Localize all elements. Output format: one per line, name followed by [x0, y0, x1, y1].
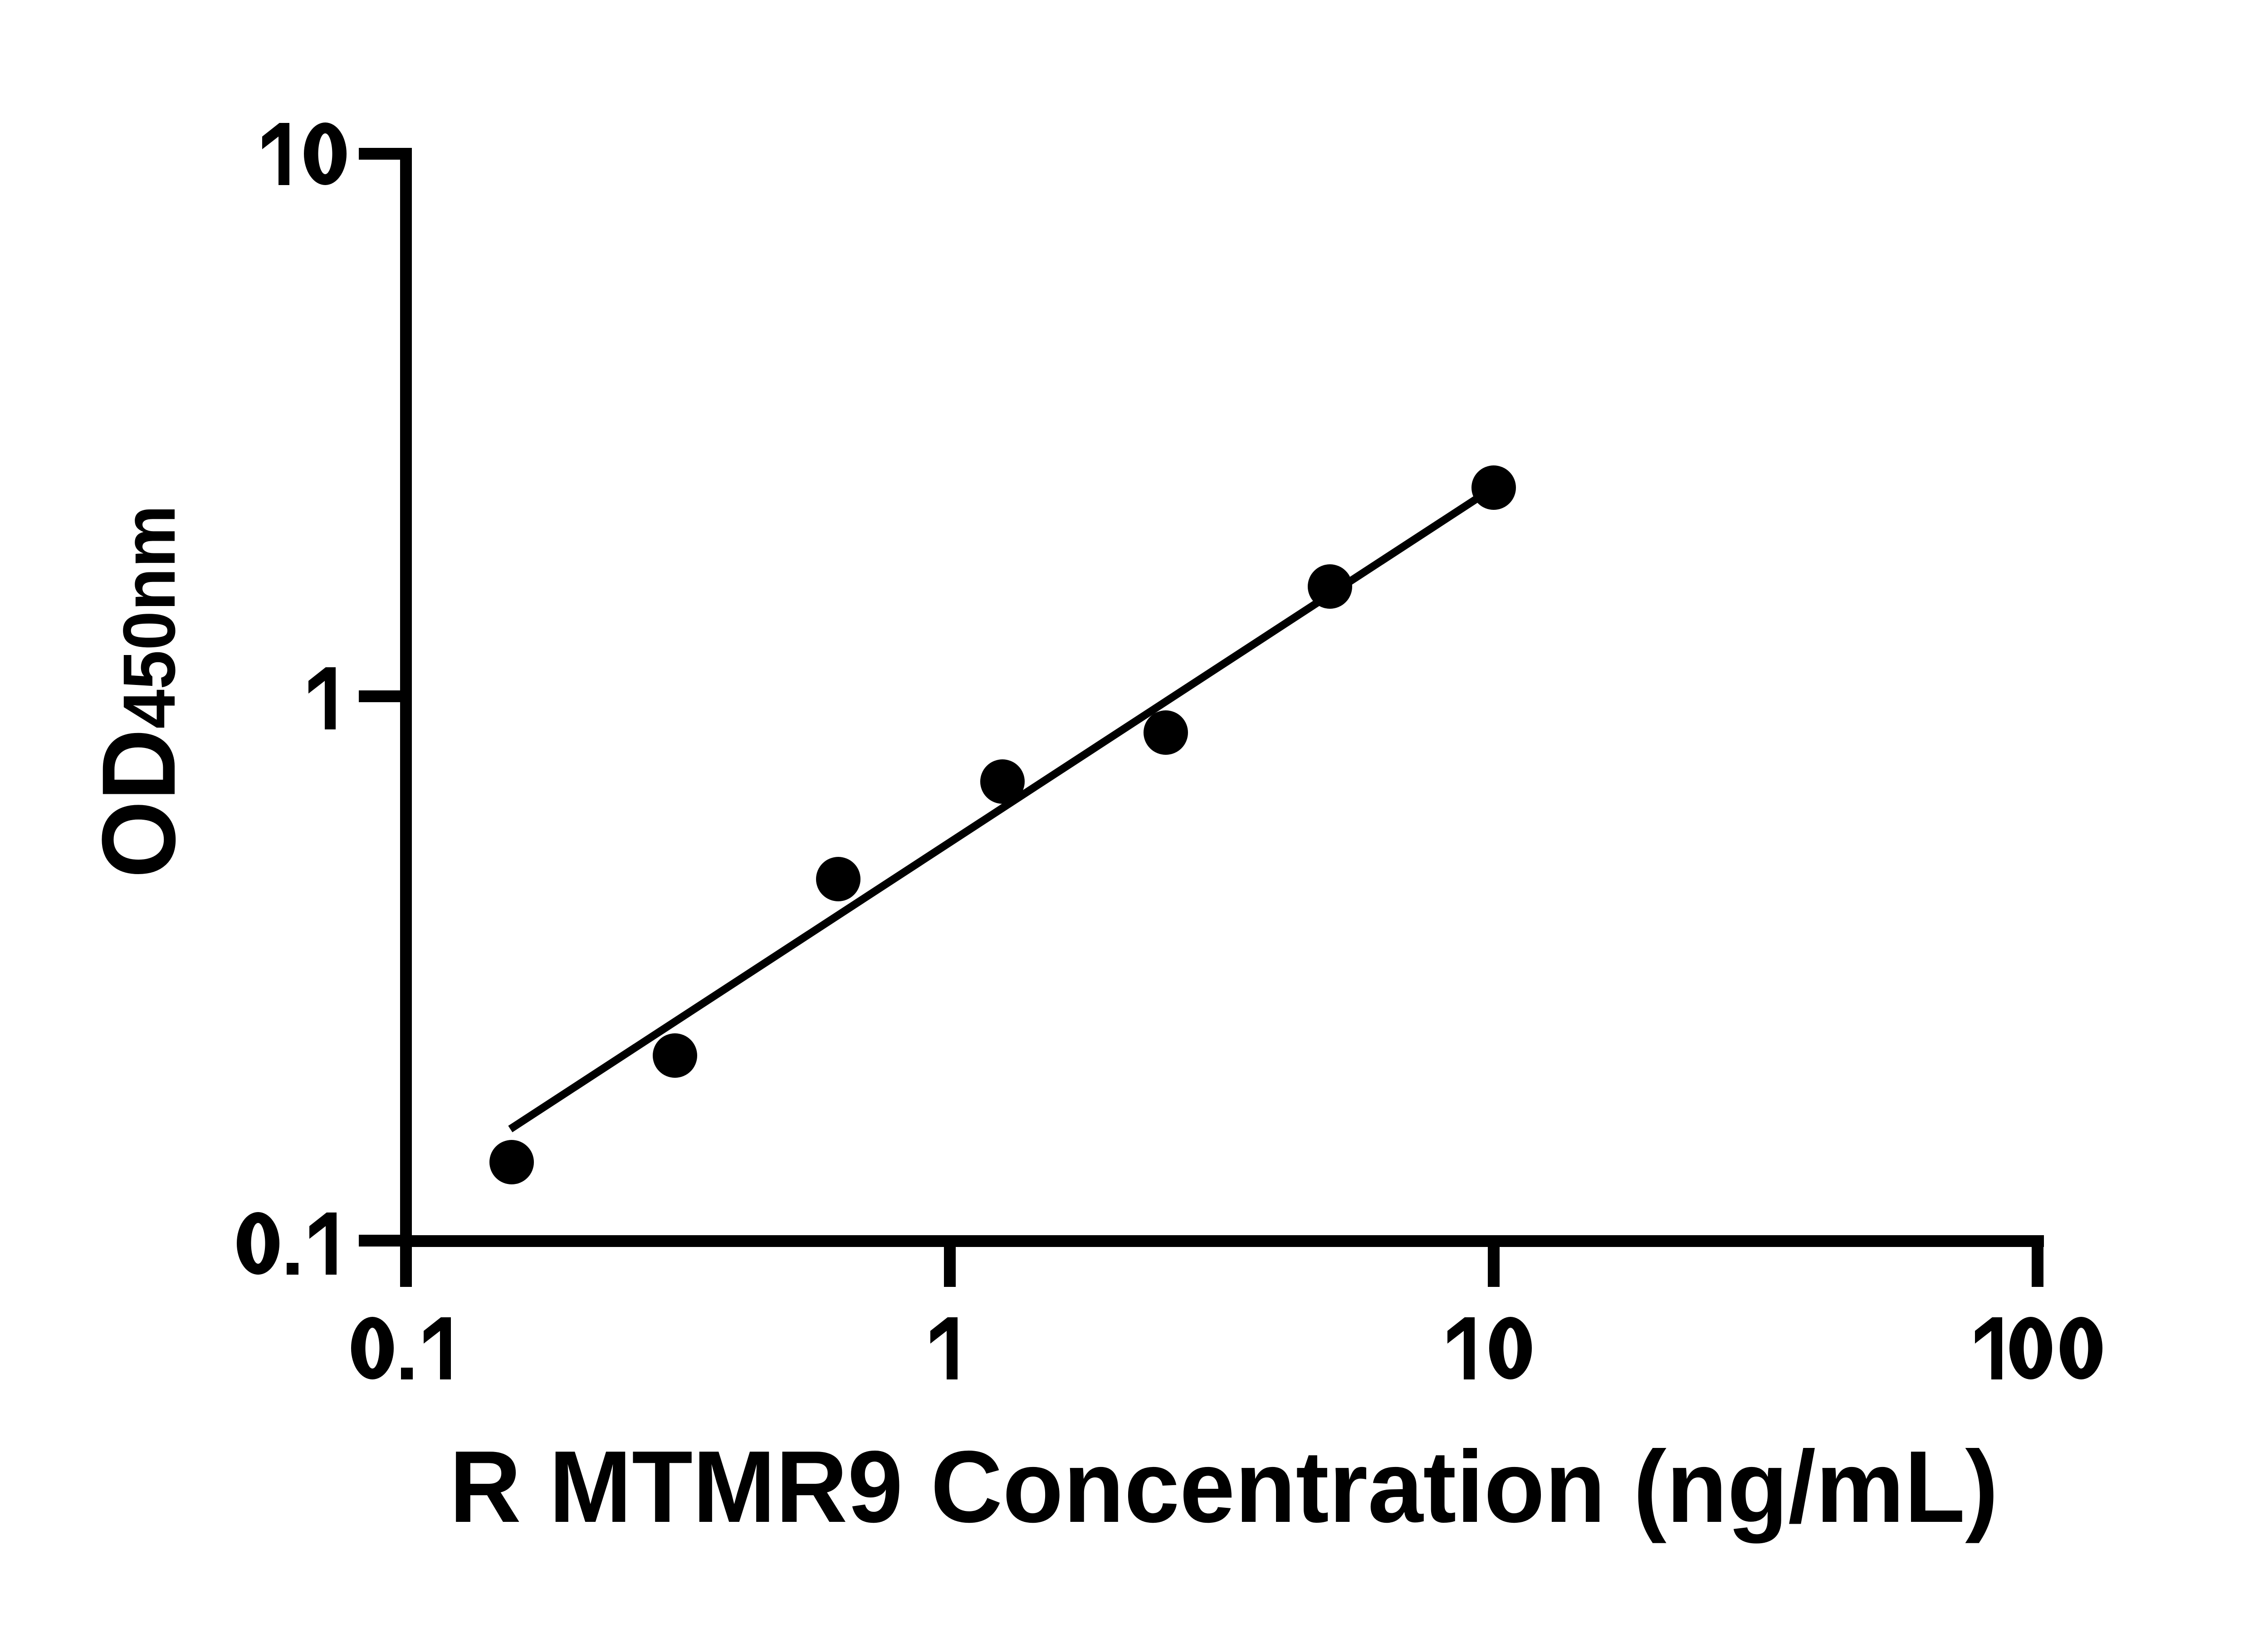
- svg-text:R MTMR9 Concentration (ng/mL): R MTMR9 Concentration (ng/mL): [450, 1429, 1999, 1544]
